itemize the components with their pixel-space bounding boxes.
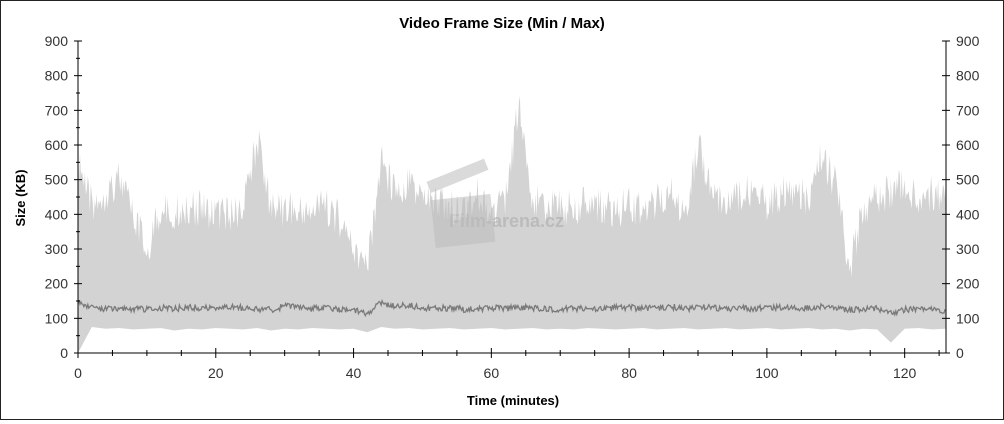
y-tick-label: 900 (45, 33, 69, 49)
chart-title: Video Frame Size (Min / Max) (399, 15, 605, 32)
y-tick-label-right: 700 (956, 102, 980, 118)
y-tick-label-right: 500 (956, 172, 980, 188)
watermark-text: Film-arena.cz (449, 211, 564, 231)
average-line (77, 298, 946, 318)
y-tick-label: 500 (45, 172, 69, 188)
y-tick-label: 700 (45, 102, 69, 118)
x-tick-label: 0 (74, 365, 82, 381)
y-tick-label-right: 100 (956, 310, 980, 326)
y-tick-label-right: 800 (956, 68, 980, 84)
x-tick-label: 80 (621, 365, 637, 381)
max-min-area (78, 95, 946, 354)
y-tick-label: 400 (45, 206, 69, 222)
x-tick-label: 60 (484, 365, 500, 381)
y-axis-label: Size (KB) (13, 169, 28, 226)
watermark-clapper-icon (430, 193, 496, 249)
y-tick-label: 600 (45, 137, 69, 153)
x-tick-label: 100 (755, 365, 779, 381)
y-tick-label-right: 200 (956, 276, 980, 292)
y-tick-label: 200 (45, 276, 69, 292)
x-axis-label: Time (minutes) (467, 393, 559, 408)
plot-area (77, 95, 946, 354)
x-tick-label: 120 (893, 365, 917, 381)
y-tick-label-right: 600 (956, 137, 980, 153)
y-tick-label: 0 (60, 345, 68, 361)
watermark: Film-arena.cz (426, 158, 564, 249)
y-tick-label: 300 (45, 241, 69, 257)
x-tick-label: 40 (346, 365, 362, 381)
y-tick-label: 800 (45, 68, 69, 84)
y-tick-label-right: 300 (956, 241, 980, 257)
y-tick-label: 100 (45, 310, 69, 326)
y-tick-label-right: 0 (956, 345, 964, 361)
x-tick-label: 20 (208, 365, 224, 381)
y-tick-label-right: 400 (956, 206, 980, 222)
y-tick-label-right: 900 (956, 33, 980, 49)
